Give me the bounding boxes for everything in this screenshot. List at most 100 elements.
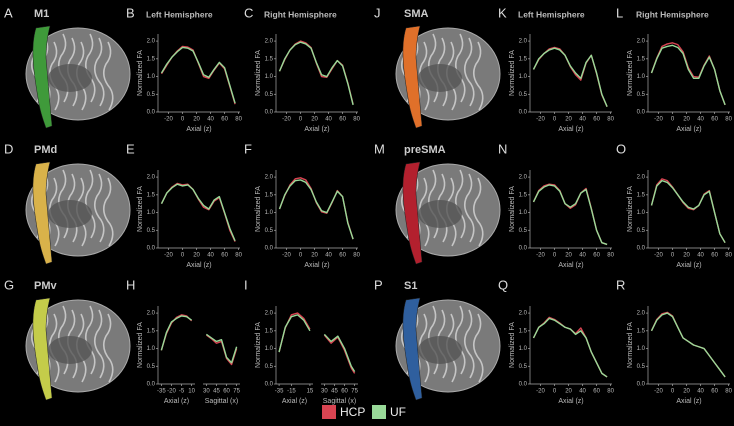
y-tick-label: 1.5 [147,328,156,334]
tract [32,161,53,265]
panel-letter: O [616,141,626,156]
gyrus [93,37,105,107]
y-tick-label: 0.0 [265,110,274,116]
x-tick-label: 60 [593,389,600,395]
legend-swatch [372,405,386,419]
y-tick-label: 1.5 [147,192,156,198]
y-tick-label: 0.5 [519,364,528,370]
y-tick-label: 2.0 [147,39,156,45]
x-axis-label: Axial (z) [676,398,701,405]
x-tick-label: 0 [671,253,675,259]
y-tick-label: 2.0 [637,175,646,181]
line-series [278,40,354,105]
x-tick-label: 40 [579,253,586,259]
x-tick-label: 20 [311,253,318,259]
x-axis-label: Sagittal (x) [323,398,356,405]
y-tick-label: 1.0 [637,346,646,352]
y-axis-label: Normalized FA [137,50,144,96]
brain-medial [418,336,462,364]
y-axis-label: Normalized FA [255,50,262,96]
panel-name: S1 [404,280,417,292]
x-tick-label: 60 [341,389,348,395]
y-tick-label: 2.0 [265,175,274,181]
panel-name: PMv [34,280,58,292]
y-tick-label: 0.5 [147,228,156,234]
line-series [532,316,608,378]
x-axis-label: Axial (z) [304,262,329,269]
x-tick-label: 0 [181,117,185,123]
gyrus [472,313,484,383]
x-tick-label: -20 [654,253,663,259]
gyrus [472,41,484,111]
panel-name: preSMA [404,144,446,156]
x-tick-label: 40 [207,117,214,123]
gyrus [472,177,484,247]
chart-title: Right Hemisphere [264,9,337,19]
x-tick-label: 30 [321,389,328,395]
y-tick-label: 0.0 [147,110,156,116]
x-axis-label: Axial (z) [282,398,307,405]
brain-panel: A M1 [4,5,131,129]
y-tick-label: 0.0 [519,246,528,252]
brain-medial [48,64,92,92]
gyrus [463,37,475,107]
panel-letter: E [126,141,135,156]
x-axis-label: Axial (z) [186,126,211,133]
line-series [160,45,236,105]
x-tick-label: 80 [235,253,242,259]
x-tick-label: 20 [565,253,572,259]
line-series [278,41,354,106]
y-tick-label: 1.0 [637,74,646,80]
x-tick-label: 20 [683,253,690,259]
panel-letter: D [4,141,13,156]
y-tick-label: 2.0 [265,39,274,45]
x-tick-label: 60 [711,389,718,395]
panel-letter: A [4,5,13,20]
tract [402,161,423,265]
x-tick-label: 40 [325,117,332,123]
x-axis-label: Axial (z) [558,262,583,269]
brain-panel: G PMv [4,277,131,401]
x-tick-label: 45 [213,389,220,395]
line-series [323,333,356,372]
panel-name: SMA [404,8,429,20]
y-tick-label: 0.5 [265,364,274,370]
x-tick-label: 20 [683,389,690,395]
panel-letter: K [498,5,507,20]
y-tick-label: 1.5 [265,328,274,334]
legend-swatch [322,405,336,419]
line-series [323,334,356,374]
legend-label: HCP [340,405,365,419]
x-axis-label: Axial (z) [676,262,701,269]
y-tick-label: 0.0 [147,382,156,388]
y-tick-label: 0.0 [637,382,646,388]
line-series [160,183,236,242]
brain-panel: P S1 [374,277,501,401]
x-tick-label: -20 [282,253,291,259]
x-tick-label: 40 [697,389,704,395]
x-tick-label: 20 [565,117,572,123]
x-tick-label: 60 [593,117,600,123]
y-tick-label: 0.5 [265,92,274,98]
x-tick-label: 80 [725,253,732,259]
x-tick-label: 60 [221,117,228,123]
y-axis-label: Normalized FA [509,50,516,96]
y-tick-label: 2.0 [147,311,156,317]
y-tick-label: 0.5 [147,92,156,98]
brain-panel: D PMd [4,141,131,265]
x-axis-label: Axial (z) [186,262,211,269]
y-tick-label: 0.5 [519,228,528,234]
x-tick-label: -20 [164,253,173,259]
panel-letter: B [126,5,135,20]
x-tick-label: 0 [553,389,557,395]
x-tick-label: -35 [157,389,166,395]
x-tick-label: 80 [725,117,732,123]
panel-letter: F [244,141,252,156]
x-tick-label: 80 [235,117,242,123]
y-tick-label: 0.5 [637,228,646,234]
tract [402,297,423,401]
x-tick-label: 80 [725,389,732,395]
line-series [160,46,236,104]
x-tick-label: 20 [565,389,572,395]
